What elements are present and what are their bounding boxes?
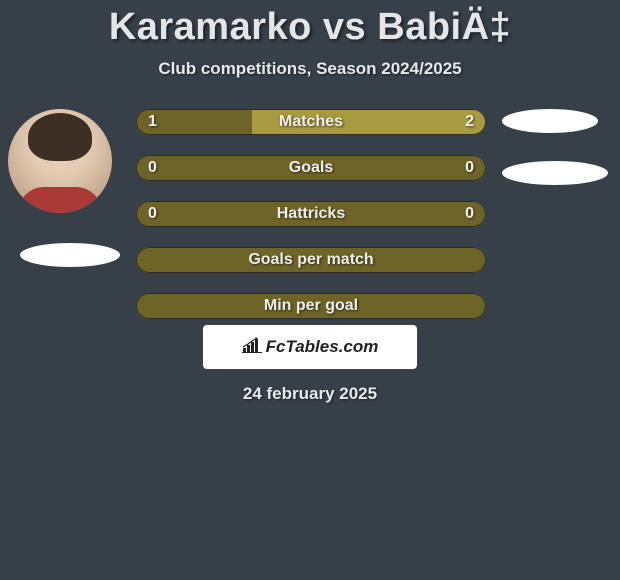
comparison-title: Karamarko vs BabiÄ‡: [0, 0, 620, 49]
stat-label: Min per goal: [136, 293, 486, 319]
stat-row: 00Goals: [136, 155, 486, 181]
stat-label: Hattricks: [136, 201, 486, 227]
stat-row: Min per goal: [136, 293, 486, 319]
stat-row: 00Hattricks: [136, 201, 486, 227]
comparison-date: 24 february 2025: [0, 384, 620, 404]
stat-row: Goals per match: [136, 247, 486, 273]
source-badge-text: FcTables.com: [266, 337, 379, 357]
player-right-club-placeholder: [502, 161, 608, 185]
stat-label: Goals: [136, 155, 486, 181]
player-left-club-placeholder: [20, 243, 120, 267]
stat-row: 12Matches: [136, 109, 486, 135]
comparison-subtitle: Club competitions, Season 2024/2025: [0, 59, 620, 79]
player-right-avatar-placeholder: [502, 109, 598, 133]
player-left-avatar: [8, 109, 112, 213]
bar-chart-icon: [242, 337, 262, 358]
stat-label: Matches: [136, 109, 486, 135]
stat-label: Goals per match: [136, 247, 486, 273]
stat-rows: 12Matches 00Goals 00Hattricks Goals per mat…: [136, 109, 486, 339]
